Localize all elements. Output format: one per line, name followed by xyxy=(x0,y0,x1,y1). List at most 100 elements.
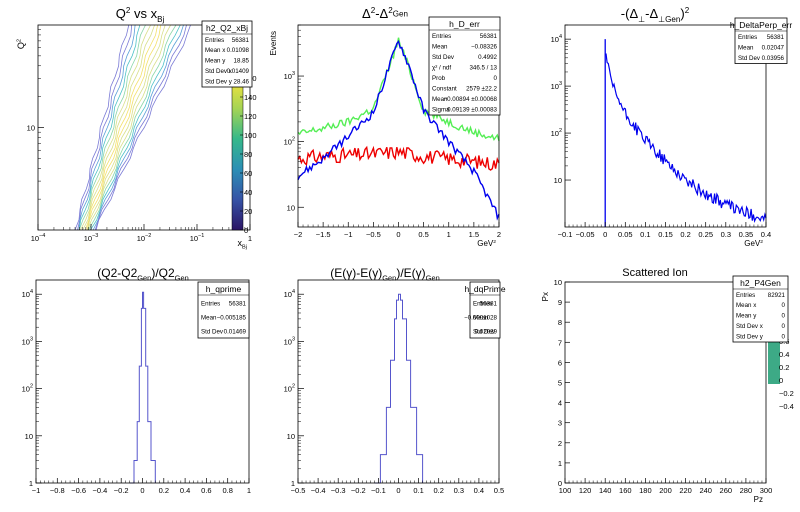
x-axis-label: xBj xyxy=(238,238,247,251)
axis-ytick-base: 10 xyxy=(551,129,559,138)
colorbar-tick-label: 0.2 xyxy=(779,363,789,372)
axis-xtick-label: 0.4 xyxy=(474,486,484,495)
y-axis-label-part: 2 xyxy=(16,39,22,42)
colorbar-tick-label: 100 xyxy=(244,131,257,140)
axis-xtick-label: −0.6 xyxy=(71,486,86,495)
axis-ytick-exp: 3 xyxy=(292,71,295,77)
panel-deltaperp-err: -(Δ⊥-Δ⊥Gen)2−0.1 −0.05 0 0.05 0.1 0.15 0.2 0.25… xyxy=(551,6,793,248)
axis-ytick-base: 10 xyxy=(284,72,292,81)
heatmap-contour xyxy=(74,24,130,231)
x-axis-tick-label: 1 xyxy=(248,234,252,243)
stats-box-q2-vs-xbj-value: 0.01409 xyxy=(227,68,250,75)
heatmap-contour xyxy=(82,24,155,231)
axis-xtick-label: −0.1 xyxy=(371,486,386,495)
stats-box-delta-err-value: 56381 xyxy=(480,33,498,40)
stats-box-dqprime-value: 56381 xyxy=(480,301,498,308)
y-axis-label: Q2 xyxy=(16,39,26,49)
y-axis-tick-label: 9 xyxy=(558,298,562,307)
stats-box-qprime xyxy=(197,281,250,339)
heatmap-contour xyxy=(92,24,184,231)
stats-box-delta-err-value: 2579 ±22.2 xyxy=(466,85,497,92)
panel-title: (E(γ)-E(γ)Gen)/E(γ)Gen xyxy=(330,266,439,283)
panel-title-part: -(Δ xyxy=(621,6,639,21)
stats-box-deltaperp-err-label: Mean xyxy=(738,44,754,51)
stats-box-q2-vs-xbj xyxy=(201,20,253,88)
y-axis-tick-label: 10 xyxy=(27,124,35,133)
stats-box-q2-vs-xbj-label: Mean y xyxy=(205,58,226,65)
axis-xtick-label: 1 xyxy=(247,486,251,495)
stats-box-deltaperp-err-title: h_DeltaPerp_err xyxy=(730,20,793,30)
stats-box-delta-err-label: χ² / ndf xyxy=(432,64,451,71)
axis-xtick-label: 0.3 xyxy=(721,230,731,239)
y-axis-tick-label: 6 xyxy=(558,358,562,367)
panel-title-part: Δ xyxy=(362,6,371,21)
axis-ytick-exp: 3 xyxy=(559,81,562,87)
stats-box-deltaperp-err-label: Std Dev xyxy=(738,55,761,62)
stats-box-q2-vs-xbj-value: 28.46 xyxy=(234,78,250,85)
stats-box-qprime-title: h_qprime xyxy=(206,284,242,294)
axis-ytick-label: 1 xyxy=(291,479,295,488)
colorbar-tick-label: 0.4 xyxy=(779,350,789,359)
stats-box-q2-vs-xbj-label: Std Dev y xyxy=(205,78,233,85)
axis-xtick-label: 0.2 xyxy=(159,486,169,495)
axis-xtick-label: −0.4 xyxy=(92,486,107,495)
plot-frame xyxy=(297,279,500,484)
stats-box-scattered-ion-label: Mean x xyxy=(736,302,757,309)
tick-base: 10 xyxy=(190,234,198,243)
y-axis-label-group: Px xyxy=(541,292,550,301)
stats-box-deltaperp-err-label: Entries xyxy=(738,34,757,41)
y-axis-tick-label: 104 xyxy=(22,289,33,299)
y-axis-tick-label: 7 xyxy=(558,338,562,347)
axis-xtick-label: −1.5 xyxy=(316,230,331,239)
axis-xtick-label: −0.3 xyxy=(331,486,346,495)
stats-box-delta-err-title: h_D_err xyxy=(449,19,480,29)
axis-ytick-label: 102 xyxy=(284,384,295,394)
tick-exp: 4 xyxy=(30,289,33,295)
colorbar-tick-label: 120 xyxy=(244,112,257,121)
axis-xtick-label: 0 xyxy=(396,230,400,239)
series-hist xyxy=(374,293,424,484)
panel-title-part: )/E(γ) xyxy=(396,266,425,280)
heatmap-contour xyxy=(80,24,151,231)
x-axis-tick-label: 10−1 xyxy=(190,233,205,243)
x-axis-tick-label: 10−2 xyxy=(137,233,152,243)
axis-ytick-exp: 2 xyxy=(292,137,295,143)
axis-xtick-label: 0.35 xyxy=(739,230,754,239)
axis-xtick-label: 2 xyxy=(497,230,501,239)
axis-ytick-exp: 2 xyxy=(30,384,33,390)
stats-box-scattered-ion-label: Std Dev y xyxy=(736,333,764,340)
axis-xtick-label: 200 xyxy=(659,486,672,495)
series-green xyxy=(297,37,500,142)
y-axis-tick-label: 3 xyxy=(558,419,562,428)
x-axis-label-part: x xyxy=(238,238,243,248)
x-axis-tick-label: 10−4 xyxy=(31,233,46,243)
axis-xtick-label: 0 xyxy=(140,486,144,495)
y-axis-label-group: Q2 xyxy=(16,39,26,49)
y-axis-label-part: Q xyxy=(16,42,26,49)
panel-title-part: ) xyxy=(680,6,684,21)
heatmap-contour xyxy=(87,24,166,231)
stats-box-deltaperp-err xyxy=(734,17,788,64)
axis-xtick-label: −0.05 xyxy=(576,230,595,239)
axis-ytick-label: 103 xyxy=(284,336,295,346)
series-hist xyxy=(129,291,156,484)
panel-title-part: vs x xyxy=(130,6,157,21)
heatmap-contour xyxy=(78,24,146,231)
y-axis-tick-label: 8 xyxy=(558,318,562,327)
axis-ytick-label: 1 xyxy=(29,479,33,488)
axis-xtick-label: 1 xyxy=(447,230,451,239)
axis-xtick-label: 1.5 xyxy=(469,230,479,239)
stats-box-dqprime-label: Std Dev xyxy=(473,329,496,336)
stats-box-delta-err-label: Sigma xyxy=(432,106,450,113)
x-axis-tick-label: 10−3 xyxy=(84,233,99,243)
y-axis-label: Px xyxy=(541,292,550,301)
heatmap-contour xyxy=(86,24,162,231)
axis-ytick-exp: 3 xyxy=(30,336,33,342)
stats-box-delta-err xyxy=(428,16,501,116)
axis-ytick-base: 10 xyxy=(287,203,295,212)
heatmap-contour xyxy=(94,24,187,231)
y-axis-label-group: Events xyxy=(269,31,278,55)
axis-ytick-base: 10 xyxy=(25,432,33,441)
axis-ytick-base: 10 xyxy=(22,337,30,346)
stats-box-delta-err-label: Prob xyxy=(432,75,446,82)
